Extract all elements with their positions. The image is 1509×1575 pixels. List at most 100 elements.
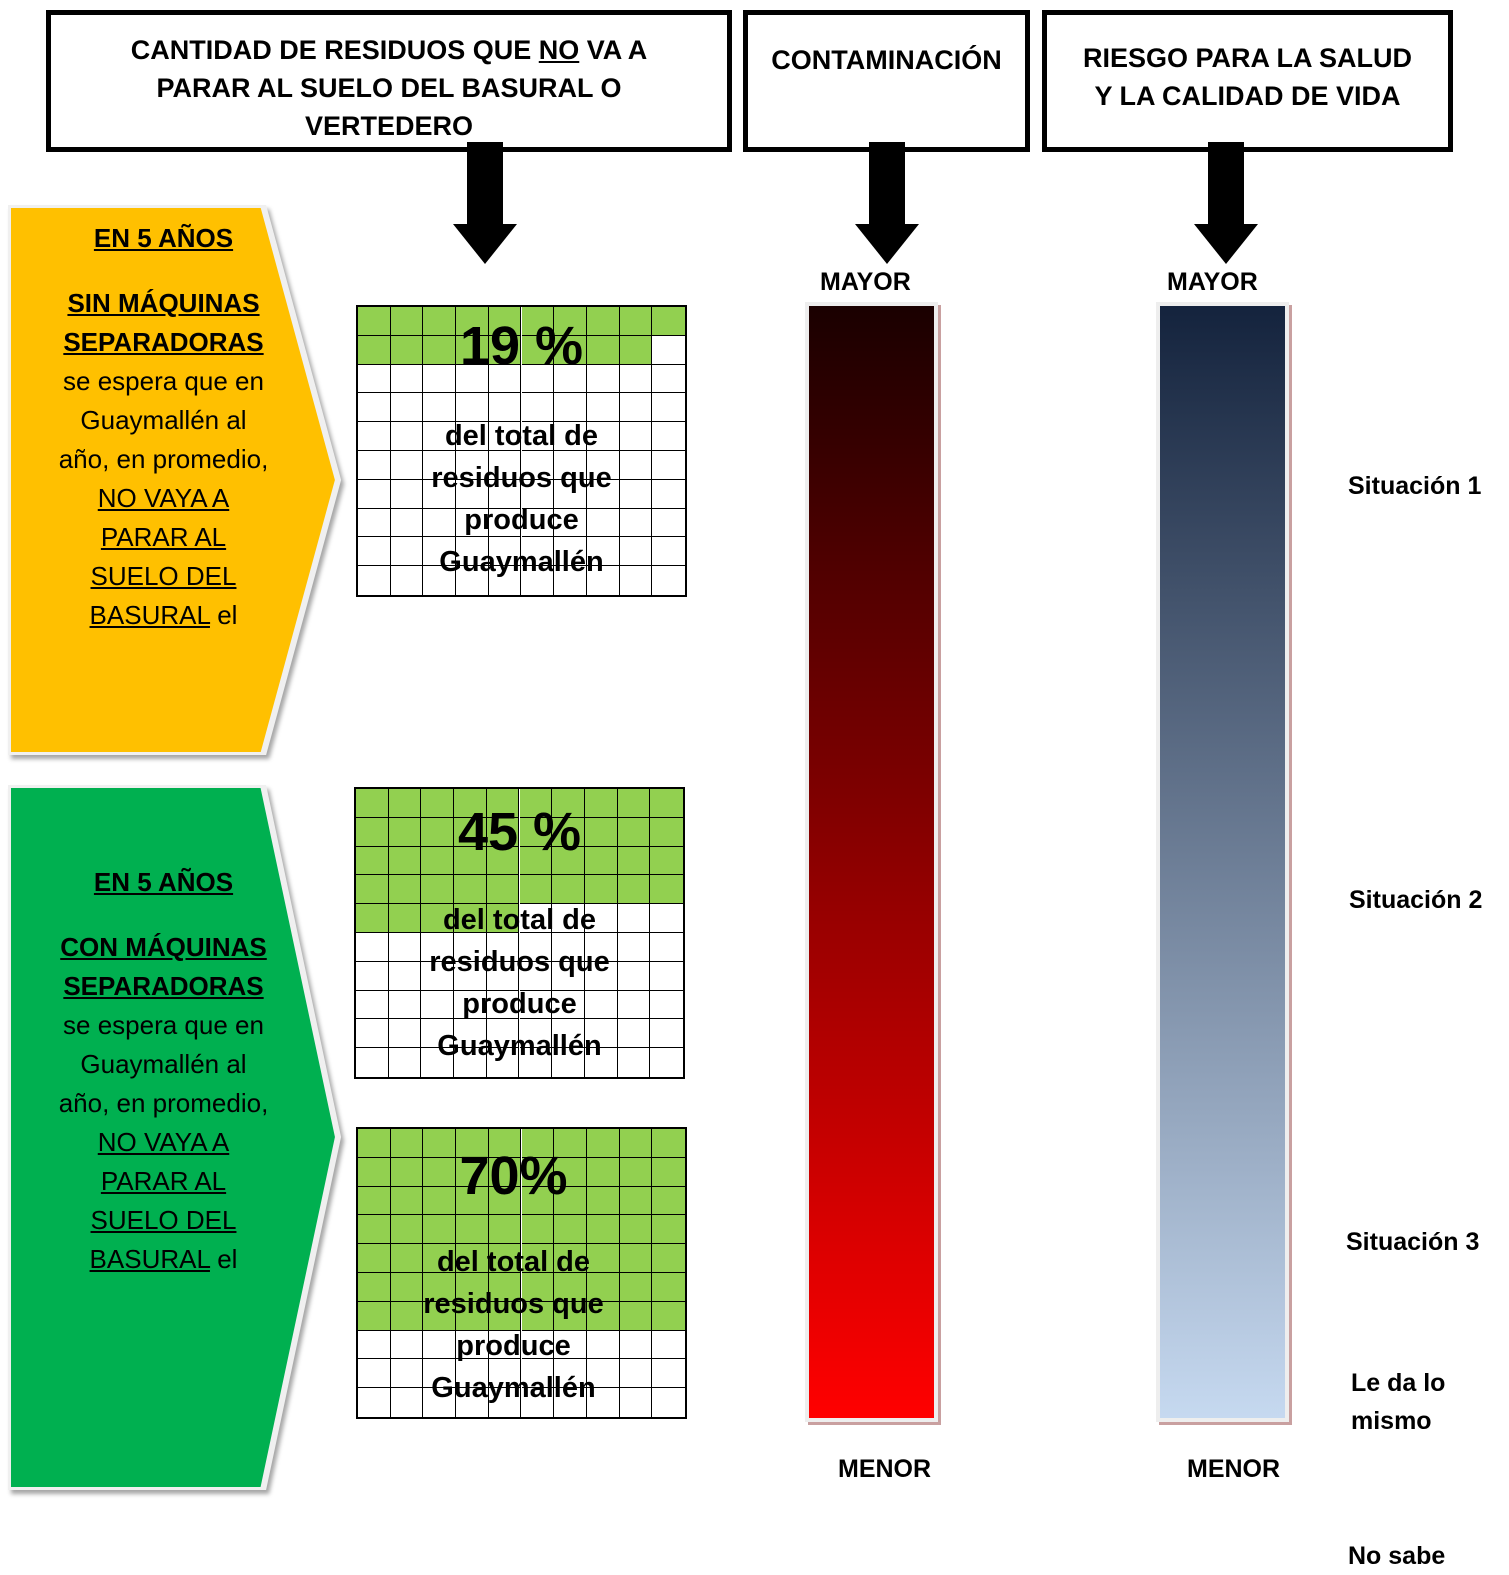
- header-quantity-line3: VERTEDERO: [304, 111, 474, 141]
- grid-cell: [652, 1215, 685, 1245]
- contamination-gradient-fill: [809, 306, 934, 1418]
- grid-cell: [356, 904, 389, 933]
- grid-cell: [423, 566, 457, 595]
- grid-cell: [390, 335, 424, 365]
- grid-cell: [488, 566, 522, 595]
- grid-cell: [619, 1129, 653, 1158]
- grid-cell: [488, 1157, 522, 1187]
- grid-cell: [356, 846, 389, 876]
- grid-cell: [586, 1330, 620, 1360]
- grid-cell: [619, 393, 653, 423]
- grid-cell: [554, 1215, 587, 1245]
- grid-cell: [619, 1301, 653, 1331]
- grid-cell: [488, 537, 522, 567]
- grid-cell: [456, 1157, 489, 1187]
- grid-cell: [521, 307, 555, 336]
- grid-cell: [521, 1273, 555, 1302]
- grid-cell: [488, 479, 522, 509]
- percentage-grid-19: 19 % del total de residuos que produce Guay…: [356, 305, 687, 597]
- grid-cell: [388, 904, 422, 933]
- grid-cell: [586, 335, 620, 365]
- grid-cell: [358, 451, 391, 480]
- grid-cell: [456, 566, 489, 595]
- grid-cell: [390, 1273, 424, 1302]
- header-quantity-box: CANTIDAD DE RESIDUOS QUE NO VA A PARAR A…: [46, 10, 732, 152]
- grid-cell: [390, 1388, 424, 1417]
- scenario-without-ul4-line: BASURAL el: [89, 600, 238, 630]
- scenario-with-line3: año, en promedio,: [58, 1088, 269, 1118]
- grid-cell: [554, 307, 587, 336]
- grid-caption: del total de residuos que produce Guaymallé…: [429, 904, 610, 1062]
- grid-cell: [584, 904, 618, 933]
- situation-3-label: Situación 3: [1346, 1228, 1480, 1256]
- grid-cell: [552, 1048, 585, 1077]
- grid-cell: [586, 1157, 620, 1187]
- grid-cell: [488, 307, 522, 336]
- grid-cell: [486, 904, 520, 933]
- grid-cell: [390, 1215, 424, 1245]
- grid-cell: [486, 1019, 520, 1049]
- risk-top-label: MAYOR: [1167, 268, 1258, 296]
- grid-cell: [521, 1244, 555, 1273]
- contamination-bottom-label: MENOR: [838, 1455, 932, 1483]
- grid-cell: [423, 1388, 457, 1417]
- grid-cell: [488, 1330, 522, 1360]
- grid-cell: [423, 451, 457, 480]
- down-arrow-icon: [453, 142, 517, 264]
- grid-cell: [488, 1186, 522, 1216]
- scenario-with-sep1: CON MÁQUINAS: [60, 932, 267, 962]
- grid-cell: [521, 537, 555, 567]
- grid-cell: [488, 1359, 522, 1389]
- grid-cell: [390, 566, 424, 595]
- grid-cell: [486, 846, 520, 876]
- grid-cell: [586, 479, 620, 509]
- grid-cell: [521, 566, 555, 595]
- header-quantity-line2: PARAR AL SUELO DEL BASURAL O: [156, 73, 622, 103]
- grid-cell: [554, 364, 587, 394]
- grid-cell: [358, 1215, 391, 1245]
- grid-cell: [454, 789, 487, 818]
- grid-cell: [521, 1215, 555, 1245]
- grid-cell: [521, 479, 555, 509]
- grid-cell: [390, 1244, 424, 1273]
- grid-cell: [617, 789, 651, 818]
- header-quantity-line1: CANTIDAD DE RESIDUOS QUE NO VA A: [130, 35, 648, 65]
- grid-percentage: 45 %: [457, 802, 582, 862]
- grid-cell: [454, 990, 487, 1020]
- risk-gradient-bar: [1156, 302, 1289, 1422]
- grid-cell: [456, 479, 489, 509]
- grid-cell: [456, 335, 489, 365]
- grid-cell: [584, 933, 618, 962]
- scenario-with-text: EN 5 AÑOS CON MÁQUINAS SEPARADORAS se es…: [26, 849, 301, 1279]
- percentage-grid-70: 70% del total de residuos que produce Guaym…: [356, 1127, 687, 1419]
- grid-cell: [554, 1273, 587, 1302]
- grid-cell: [617, 961, 651, 991]
- grid-cell: [390, 1330, 424, 1360]
- grid-cell: [652, 364, 685, 394]
- grid-cell: [519, 990, 553, 1020]
- grid-cell: [421, 789, 455, 818]
- grid-cell: [423, 1129, 457, 1158]
- grid-cell: [390, 393, 424, 423]
- grid-cell: [356, 1048, 389, 1077]
- grid-cell: [456, 508, 489, 538]
- grid-cell: [356, 990, 389, 1020]
- grid-cell: [652, 508, 685, 538]
- grid-cell: [619, 1244, 653, 1273]
- grid-cell: [423, 479, 457, 509]
- percentage-grid-45: 45 % del total de residuos que produce Guay…: [354, 787, 685, 1079]
- grid-cell: [521, 422, 555, 451]
- grid-cell: [390, 537, 424, 567]
- scenario-without-line1: se espera que en: [63, 366, 264, 396]
- grid-cell: [584, 961, 618, 991]
- grid-cell: [552, 846, 585, 876]
- grid-cell: [652, 1273, 685, 1302]
- grid-cell: [586, 566, 620, 595]
- grid-cell: [554, 1186, 587, 1216]
- grid-cell: [650, 990, 683, 1020]
- grid-cell: [486, 961, 520, 991]
- grid-cell: [454, 1019, 487, 1049]
- grid-cell: [584, 789, 618, 818]
- grid-cell: [586, 537, 620, 567]
- grid-cell: [554, 508, 587, 538]
